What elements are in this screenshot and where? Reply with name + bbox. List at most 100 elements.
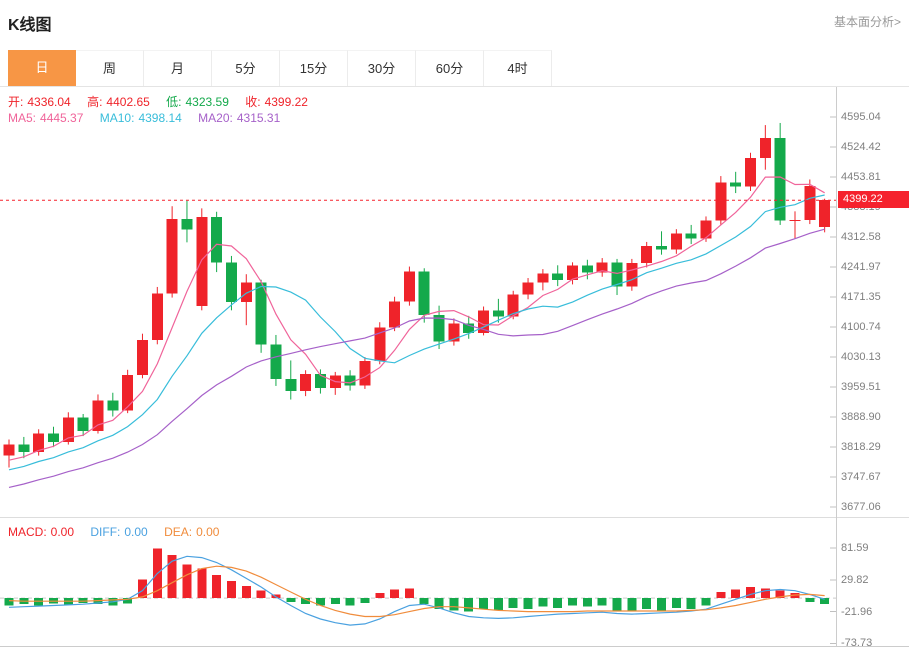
macd-hist-bar — [746, 587, 755, 599]
macd-hist-bar — [241, 585, 251, 599]
dea-value: 0.00 — [196, 525, 220, 539]
candle-body — [774, 137, 786, 221]
tab-15min[interactable]: 15分 — [280, 50, 348, 86]
macd-hist-bar — [731, 589, 741, 599]
candle-body — [255, 282, 267, 345]
price-axis-label: 3747.67 — [841, 471, 881, 483]
candle-body — [270, 344, 282, 380]
close-value: 4399.22 — [264, 95, 308, 109]
price-axis-line — [836, 87, 837, 647]
macd-hist-bar — [330, 598, 340, 605]
chart-bottom-border — [0, 646, 909, 647]
macd-axis-label: -21.96 — [841, 605, 873, 618]
macd-hist-bar — [78, 598, 88, 604]
price-axis-label: 4453.81 — [841, 171, 881, 183]
fundamental-analysis-link[interactable]: 基本面分析> — [833, 15, 901, 29]
macd-hist-bar — [197, 568, 207, 599]
high-value: 4402.65 — [106, 95, 150, 109]
candle-body — [3, 444, 15, 456]
macd-hist-bar — [360, 598, 370, 604]
candle-body — [596, 262, 608, 273]
panel-divider — [0, 517, 909, 518]
close-item: 收: 4399.22 — [245, 95, 308, 109]
candle-body — [537, 273, 549, 283]
macd-hist-bar — [449, 598, 459, 611]
macd-hist-bar — [226, 580, 236, 599]
low-value: 4323.59 — [185, 95, 229, 109]
candle-body — [285, 379, 297, 392]
diff-line — [8, 555, 825, 626]
price-axis-label: 3888.90 — [841, 411, 881, 423]
macd-hist-bar — [582, 598, 592, 607]
macd-hist-bar — [375, 593, 385, 599]
ma10-item: MA10: 4398.14 — [100, 111, 182, 125]
candle-body — [151, 293, 163, 341]
candle-body — [300, 374, 312, 392]
candle-body — [567, 265, 579, 281]
candle-body — [240, 282, 252, 302]
macd-hist-bar — [790, 593, 800, 599]
macd-hist-bar — [493, 598, 503, 611]
candle-body — [389, 301, 401, 328]
candle-body — [211, 216, 223, 263]
ma20-line — [8, 228, 825, 488]
macd-hist-bar — [671, 598, 681, 608]
macd-hist-bar — [479, 598, 489, 610]
candle-body — [700, 220, 712, 239]
ma20-label: MA20: — [198, 111, 233, 125]
tab-30min[interactable]: 30分 — [348, 50, 416, 86]
macd-hist-bar — [419, 598, 429, 605]
price-axis-label: 4030.13 — [841, 350, 881, 363]
tab-5min[interactable]: 5分 — [212, 50, 280, 86]
price-axis-label: 4241.97 — [841, 261, 881, 273]
macd-hist-bar — [315, 598, 325, 606]
macd-chart-canvas[interactable] — [0, 519, 836, 646]
close-label: 收: — [245, 95, 261, 109]
candle-body — [670, 233, 682, 250]
macd-hist-bar — [390, 589, 400, 599]
ohlc-legend: 开: 4336.04 高: 4402.65 低: 4323.59 收: 4399.22 — [8, 93, 321, 110]
macd-hist-bar — [464, 598, 474, 612]
ma20-item: MA20: 4315.31 — [198, 111, 280, 125]
macd-hist-bar — [538, 598, 548, 607]
macd-hist-bar — [434, 598, 444, 610]
candle-body — [626, 263, 638, 287]
candle-body — [656, 246, 668, 250]
macd-hist-bar — [701, 598, 711, 606]
candle-body — [745, 157, 756, 187]
candle-body — [641, 246, 653, 264]
tab-week[interactable]: 周 — [76, 50, 144, 86]
candle-body — [136, 340, 148, 375]
ma10-label: MA10: — [99, 111, 135, 125]
tab-4hour[interactable]: 4时 — [484, 50, 552, 86]
ma5-label: MA5: — [8, 111, 37, 125]
ma5-item: MA5: 4445.37 — [8, 111, 83, 125]
macd-axis-label: 81.59 — [841, 541, 869, 554]
low-label: 低: — [166, 95, 182, 109]
candlestick-chart-canvas[interactable] — [0, 87, 836, 517]
candle-body — [196, 216, 208, 307]
candle-body — [225, 262, 237, 302]
tab-60min[interactable]: 60分 — [416, 50, 484, 86]
macd-axis-label: 29.82 — [841, 573, 869, 586]
candle-body — [685, 233, 697, 239]
macd-hist-bar — [4, 598, 14, 606]
candle-body — [433, 314, 445, 342]
macd-hist-bar — [137, 579, 147, 599]
macd-hist-bar — [568, 598, 578, 606]
candle-body — [359, 360, 371, 386]
macd-hist-bar — [627, 598, 637, 612]
macd-hist-bar — [508, 598, 518, 608]
open-label: 开: — [8, 95, 24, 109]
candle-body — [314, 374, 326, 389]
macd-hist-bar — [775, 590, 785, 599]
macd-value: 0.00 — [50, 525, 75, 539]
macd-hist-bar — [597, 598, 607, 606]
tab-month[interactable]: 月 — [144, 50, 212, 86]
macd-hist-bar — [523, 598, 533, 610]
candle-body — [166, 218, 178, 294]
tab-day[interactable]: 日 — [8, 50, 76, 86]
macd-hist-bar — [553, 598, 563, 608]
candle-body — [463, 323, 475, 333]
